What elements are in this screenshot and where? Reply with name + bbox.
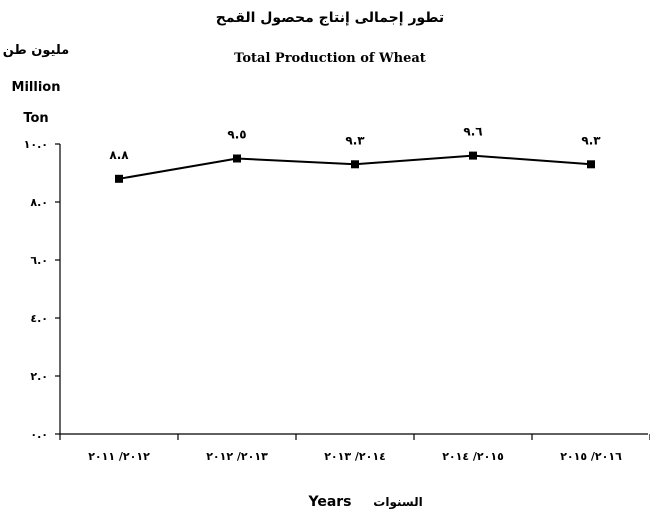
data-label: ٩.٣	[581, 133, 601, 147]
data-labels: ٨.٨ ٩.٥ ٩.٣ ٩.٦ ٩.٣	[109, 125, 601, 162]
y-axis-label-english-line2: Ton	[23, 111, 48, 126]
data-label: ٨.٨	[109, 148, 129, 162]
x-tick-label: ٢٠١٢/ ٢٠١١	[88, 450, 150, 463]
series-wheat-production	[115, 151, 595, 183]
y-tick-label: ٢.٠	[30, 370, 48, 383]
y-tick-label: ٠.٠	[30, 428, 48, 441]
y-tick-label: ٤.٠	[30, 312, 48, 325]
x-tick-label: ٢٠١٤/ ٢٠١٣	[324, 450, 386, 463]
y-tick-label: ١٠.٠	[24, 138, 48, 151]
x-axis-label-english: Years	[307, 494, 351, 510]
x-tick-label: ٢٠١٥/ ٢٠١٤	[442, 450, 504, 463]
y-tick-label: ٦.٠	[30, 254, 48, 267]
axes	[59, 144, 648, 435]
chart-title-arabic: تطور إجمالى إنتاج محصول القمح	[216, 10, 444, 26]
data-point-marker	[233, 154, 241, 163]
chart-title-english: Total Production of Wheat	[234, 51, 426, 66]
data-label: ٩.٥	[227, 128, 246, 142]
x-tick-label: ٢٠١٦/ ٢٠١٥	[560, 450, 622, 463]
y-tick-label: ٨.٠	[30, 196, 48, 209]
y-axis-label-arabic: مليون طن	[3, 43, 69, 58]
x-axis-label-arabic: السنوات	[373, 495, 422, 510]
y-axis-ticks: ٠.٠ ٢.٠ ٤.٠ ٦.٠ ٨.٠ ١٠.٠	[24, 138, 60, 441]
y-axis-label-english-line1: Million	[12, 80, 61, 95]
data-point-marker	[587, 160, 595, 169]
data-label: ٩.٣	[345, 133, 365, 147]
data-point-marker	[469, 151, 477, 160]
x-axis-ticks: ٢٠١٢/ ٢٠١١ ٢٠١٣/ ٢٠١٢ ٢٠١٤/ ٢٠١٣ ٢٠١٥/ ٢٠١٤…	[59, 434, 650, 463]
x-tick-label: ٢٠١٣/ ٢٠١٢	[206, 450, 268, 463]
data-label: ٩.٦	[463, 125, 482, 139]
data-point-marker	[351, 160, 359, 169]
data-point-marker	[115, 174, 123, 183]
